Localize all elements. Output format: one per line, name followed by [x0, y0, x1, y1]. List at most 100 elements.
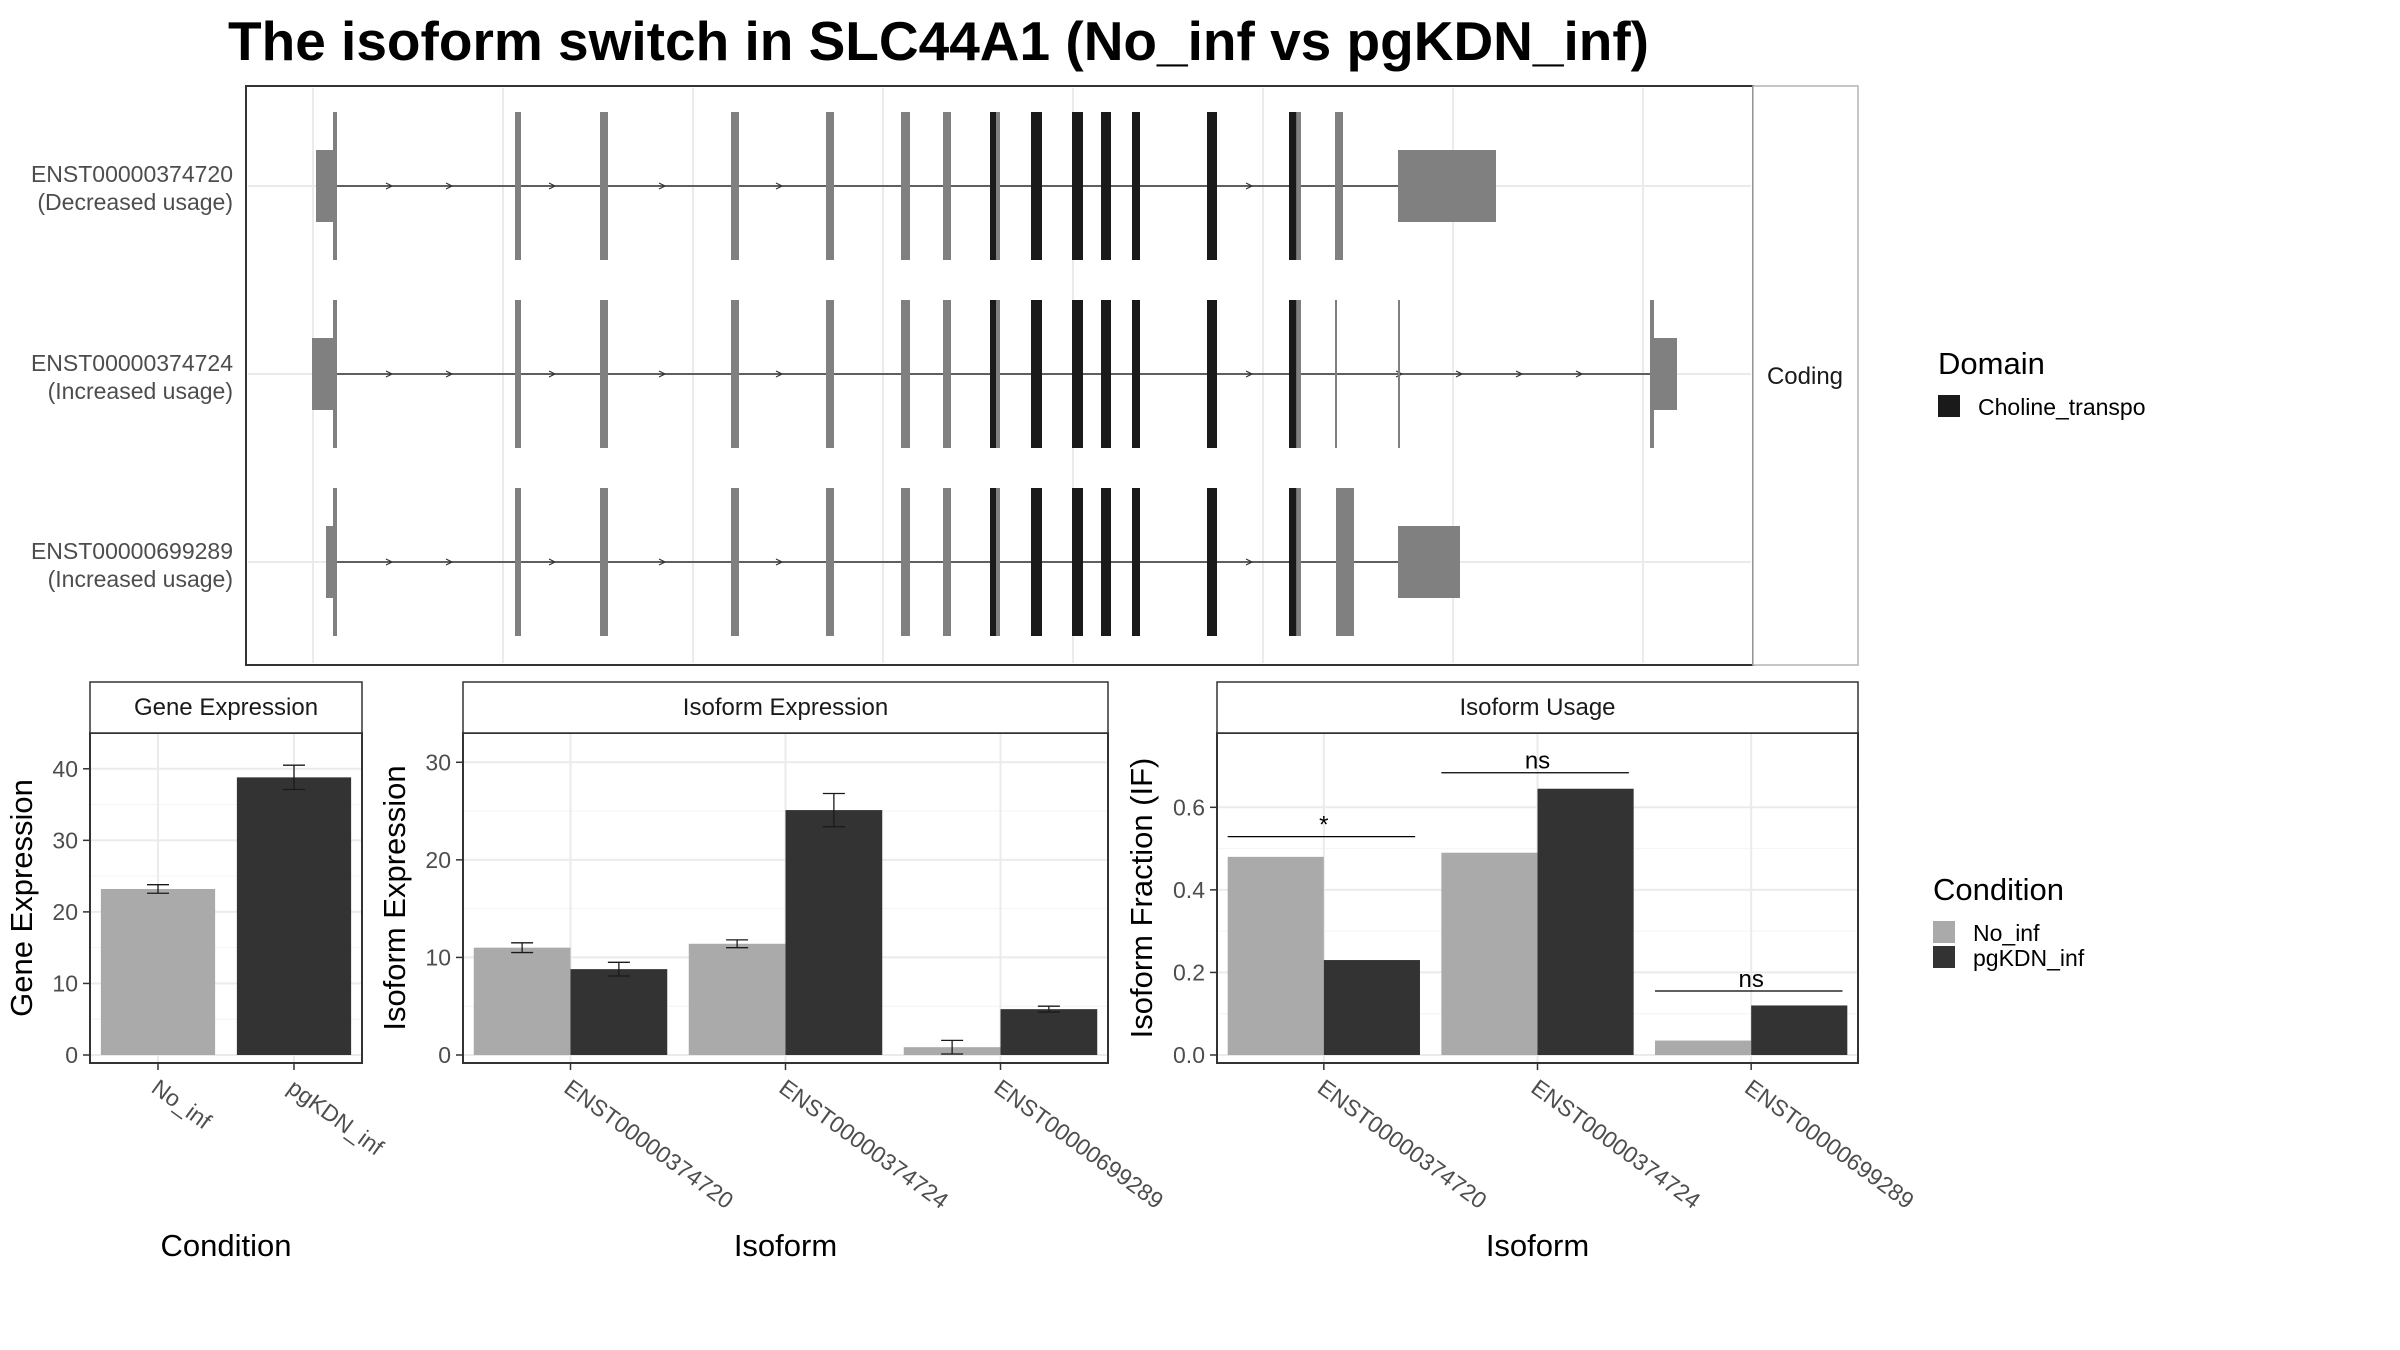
domain-exon [990, 300, 996, 448]
bar-no-inf-1 [473, 947, 571, 1055]
bar-pgkdn-inf-2 [785, 810, 883, 1055]
domain-legend: Domain Choline_transpo [1938, 346, 2146, 420]
transcript-1 [316, 112, 1496, 260]
intron-arrow [1455, 370, 1464, 378]
exon [731, 300, 739, 448]
intron-arrow [548, 182, 557, 190]
exon [901, 112, 910, 260]
domain-exon [1132, 300, 1140, 448]
y-tick-label: 10 [425, 944, 451, 970]
y-tick-label: 0.4 [1173, 877, 1205, 903]
strip-label: Isoform Expression [683, 694, 888, 721]
domain-exon [1207, 488, 1217, 636]
exon [1650, 300, 1654, 448]
domain-exon [1289, 300, 1297, 448]
bar-no-inf-2 [688, 943, 786, 1055]
error-bar [726, 939, 749, 949]
intron-arrow [548, 370, 557, 378]
intron-arrow [658, 370, 667, 378]
transcript-usage-1: (Decreased usage) [37, 189, 233, 215]
exon [731, 112, 739, 260]
y-axis-title: Gene Expression [4, 779, 39, 1017]
legend-swatch-no-inf [1933, 921, 1955, 943]
intron-arrow [548, 558, 557, 566]
domain-exon [1072, 300, 1083, 448]
error-bar [607, 961, 630, 977]
y-tick-label: 10 [52, 970, 78, 996]
transcript-3 [326, 488, 1460, 636]
bar-pgkdn-inf-3 [1000, 1009, 1098, 1055]
exon [600, 488, 608, 636]
domain-exon [1289, 488, 1297, 636]
exon [333, 488, 337, 636]
intron-arrow [385, 370, 394, 378]
exon [826, 488, 834, 636]
exon [1336, 488, 1354, 636]
error-bar [511, 942, 534, 954]
exon [731, 488, 739, 636]
error-bar [941, 1039, 964, 1055]
y-tick-label: 30 [425, 749, 451, 775]
bar-pgkdn-inf-1 [570, 969, 668, 1055]
exon [600, 112, 608, 260]
exon [333, 112, 337, 260]
exon [943, 488, 951, 636]
x-tick-label: ENST00000374720 [560, 1074, 739, 1214]
exon [943, 300, 951, 448]
exon [901, 300, 910, 448]
bar-no-inf-3 [1655, 1040, 1752, 1055]
strip-header [1216, 681, 1859, 734]
strip-header [462, 681, 1109, 734]
transcript-label-2: ENST00000374724 [31, 350, 233, 376]
figure-title: The isoform switch in SLC44A1 (No_inf vs… [228, 10, 1649, 72]
exon [943, 112, 951, 260]
bar-no-inf [100, 888, 216, 1055]
condition-legend: Condition No_inf pgKDN_inf [1933, 872, 2085, 971]
intron-arrow [775, 558, 784, 566]
exon [826, 300, 834, 448]
domain-exon [1101, 300, 1111, 448]
legend-label-no-inf: No_inf [1973, 920, 2040, 946]
intron-arrow [658, 182, 667, 190]
isoform-expression-panel: Isoform Expression 0 10 20 30 ENST00000374720… [377, 681, 1169, 1263]
transcript-structure-panel: Coding ENST00000374720 (Decreased usage)… [31, 85, 1859, 666]
strip-label: Isoform Usage [1459, 694, 1615, 721]
x-tick-label: ENST00000699289 [1740, 1074, 1919, 1214]
domain-exon [1132, 112, 1140, 260]
x-axis-title: Isoform [1486, 1228, 1589, 1263]
y-axis-title: Isoform Expression [377, 765, 412, 1030]
strip-label: Gene Expression [134, 694, 318, 721]
intron-arrow [445, 182, 454, 190]
domain-exon [1072, 112, 1083, 260]
intron-arrow [1245, 558, 1254, 566]
exon [1398, 300, 1400, 448]
transcript-label-3: ENST00000699289 [31, 538, 233, 564]
intron-arrow [1515, 370, 1524, 378]
error-bar [283, 764, 305, 791]
gene-expression-panel: Gene Expression 0 10 20 30 40 No_inf pgKDN_inf G… [4, 681, 389, 1263]
domain-exon [990, 112, 996, 260]
intron-arrow [1245, 182, 1254, 190]
exon [1335, 112, 1343, 260]
x-tick-label: ENST00000374724 [1527, 1074, 1706, 1214]
facet-label: Coding [1767, 363, 1843, 390]
y-tick-label: 20 [52, 899, 78, 925]
exon [326, 526, 336, 598]
intron-arrow [385, 558, 394, 566]
domain-exon [1132, 488, 1140, 636]
exon [901, 488, 910, 636]
domain-exon [1207, 300, 1217, 448]
error-bar [147, 884, 169, 894]
exon [515, 112, 521, 260]
error-bar [1037, 1005, 1060, 1013]
bar-pgkdn-inf-3 [1751, 1005, 1848, 1055]
y-tick-label: 40 [52, 756, 78, 782]
x-tick-label: ENST00000699289 [990, 1074, 1169, 1214]
exon [312, 338, 334, 410]
bar-pgkdn-inf-1 [1323, 960, 1420, 1055]
domain-legend-swatch [1938, 395, 1960, 417]
domain-exon [1031, 488, 1042, 636]
strip-header [89, 681, 363, 734]
transcript-usage-2: (Increased usage) [48, 378, 233, 404]
legend-label-pgkdn-inf: pgKDN_inf [1973, 945, 2085, 971]
